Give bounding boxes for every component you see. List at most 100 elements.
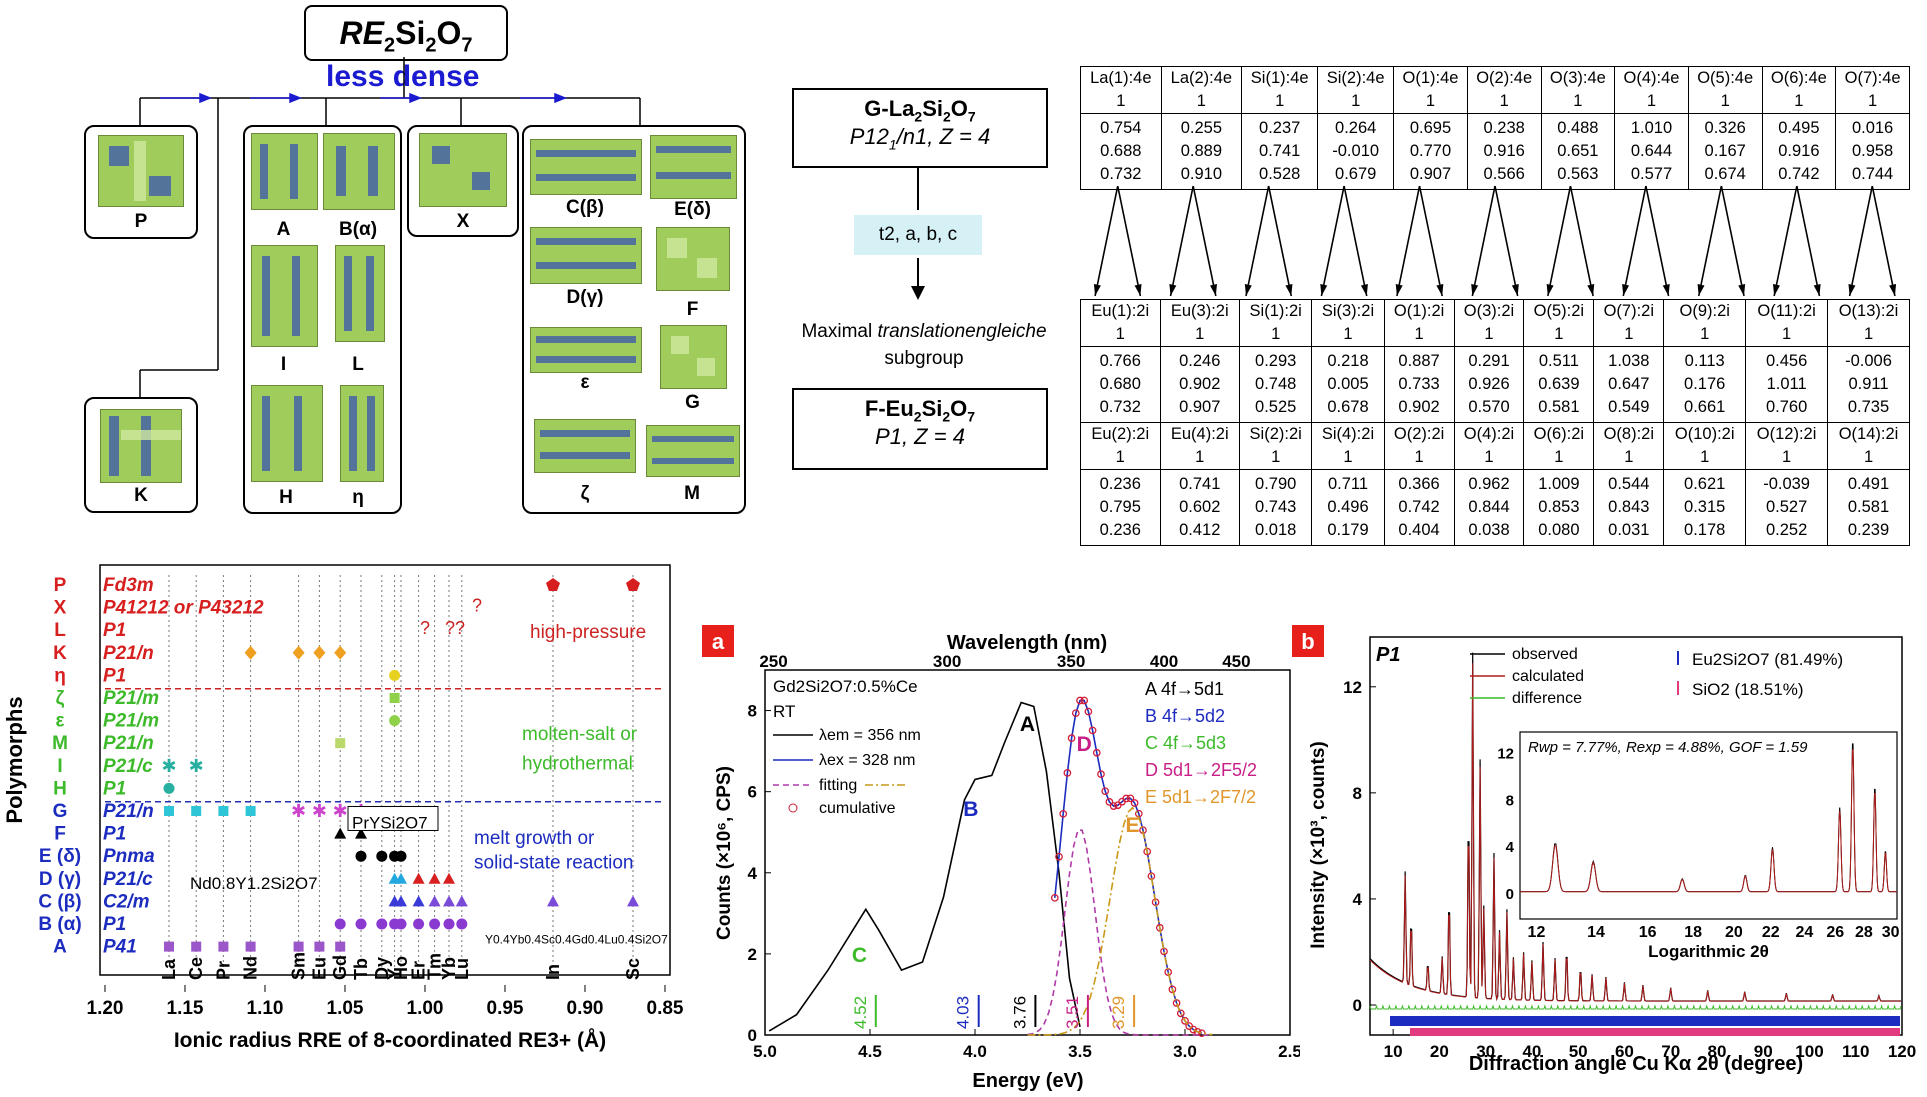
eu2si2o7-reflection-ticks [1390, 1016, 1900, 1026]
polymorph-code: G [53, 801, 68, 822]
split-arrow [1546, 185, 1595, 297]
cumulative-marker [1143, 847, 1152, 856]
g-phase-box: G-La2Si2O7 P121/n1, Z = 4 [792, 88, 1048, 168]
space-group-label: P21/n [103, 643, 154, 664]
polymorph-marker [313, 645, 326, 660]
inset-x-tick-label: 12 [1528, 924, 1546, 941]
wyckoff-header-cell: La(2):4e 1 [1160, 66, 1243, 114]
polymorph-marker [218, 941, 229, 952]
plot-frame [99, 564, 671, 976]
legend-label: difference [1512, 690, 1582, 707]
structure-label: B(α) [338, 219, 378, 240]
structure-image-zeta [534, 419, 636, 473]
pryso-box [347, 805, 439, 831]
inset-y-tick-label: 4 [1506, 839, 1515, 856]
x-tick-label: 10 [1384, 1042, 1403, 1061]
polymorph-marker [455, 895, 468, 907]
sample-label: Gd2Si2O7:0.5%Ce [773, 677, 918, 696]
coordinate-cell: 1.009 0.853 0.080 [1523, 469, 1595, 546]
y-axis-label: Counts (×10⁶, CPS) [714, 766, 735, 940]
polymorph-marker [293, 941, 304, 952]
wyckoff-header-cell: O(10):2i 1 [1663, 422, 1747, 470]
split-arrow [1093, 185, 1142, 297]
structure-box-middle: A B(α) I L H η [243, 125, 402, 514]
structure-image-c [530, 139, 642, 195]
polymorph-marker [163, 782, 175, 794]
molten-salt-label: molten-salt or [522, 724, 638, 745]
space-group-label: P1 [103, 914, 126, 935]
wyckoff-header-cell: Si(4):2i 1 [1311, 422, 1385, 470]
polymorph-marker: ✱ [291, 801, 306, 821]
polymorph-marker [443, 872, 455, 884]
element-label: Eu [309, 957, 329, 980]
assignment-label: A 4f→5d1 [1145, 679, 1224, 699]
split-arrow [1773, 185, 1821, 297]
polymorph-marker: ✱ [333, 801, 348, 821]
polymorph-code: C (β) [38, 891, 81, 912]
top-tick-label: 250 [759, 652, 787, 671]
x-tick-label: 40 [1522, 1042, 1541, 1061]
structure-box-x: X [407, 125, 519, 237]
relation-label: t2, a, b, c [854, 215, 982, 255]
wyckoff-header-cell: Eu(4):2i 1 [1159, 422, 1241, 470]
assignment-label: D 5d1→2F5/2 [1145, 760, 1257, 780]
space-group-label: P1 [103, 665, 126, 686]
wyckoff-header-cell: Eu(1):2i 1 [1080, 299, 1161, 347]
wyckoff-header-cell: O(4):4e 1 [1614, 66, 1689, 114]
structure-image-f [656, 227, 730, 291]
polymorph-marker [334, 645, 347, 660]
structure-label: I [280, 354, 287, 375]
coordinate-cell: 0.264 -0.010 0.679 [1317, 113, 1395, 190]
structure-label: P [134, 211, 148, 232]
polymorph-marker [314, 941, 325, 952]
coordinate-cell: 1.010 0.644 0.577 [1614, 113, 1689, 190]
peak-label: A [1020, 713, 1035, 736]
polymorph-code: M [52, 733, 68, 754]
structure-image-a [251, 133, 318, 210]
polymorph-marker [626, 578, 640, 591]
element-label: Dy [372, 957, 392, 980]
wyckoff-header-cell: O(7):2i 1 [1593, 299, 1665, 347]
melt-growth-label: melt growth or [474, 828, 595, 849]
fit-d-curve [1027, 829, 1213, 1036]
difference-curve [1369, 1004, 1902, 1010]
coordinate-cell: 0.255 0.889 0.910 [1160, 113, 1243, 190]
top-axis-label: Wavelength (nm) [947, 632, 1107, 654]
inset-x-tick-label: 14 [1587, 924, 1605, 941]
x-tick-label: 1.20 [87, 998, 124, 1019]
peak-value: 3.29 [1109, 996, 1128, 1029]
structure-label: H [279, 487, 293, 508]
cumulative-marker [1189, 1025, 1198, 1034]
inset-y-tick-label: 12 [1497, 746, 1514, 763]
y-tick-label: 12 [1343, 678, 1362, 697]
cumulative-marker [1176, 1009, 1185, 1018]
cumulative-marker [1088, 726, 1097, 735]
f-phase-box: F-Eu2Si2O7 P1, Z = 4 [792, 388, 1048, 470]
element-label: Sc [623, 958, 643, 980]
ndyso-label: Nd0.8Y1.2Si2O7 [190, 874, 318, 893]
x-tick-label: 1.10 [247, 998, 284, 1019]
space-group-label: Pnma [103, 846, 155, 867]
x-tick-label: 120 [1888, 1042, 1916, 1061]
wyckoff-header-cell: O(6):2i 1 [1523, 422, 1595, 470]
element-label: Tb [351, 958, 371, 980]
coordinate-cell: 0.236 0.795 0.236 [1080, 469, 1161, 546]
x-tick-label: 1.15 [167, 998, 204, 1019]
polymorph-marker [395, 895, 407, 907]
wyckoff-header-cell: O(7):4e 1 [1835, 66, 1910, 114]
x-tick-label: 20 [1430, 1042, 1449, 1061]
polymorph-code: X [54, 598, 67, 619]
wyckoff-header-cell: O(14):2i 1 [1827, 422, 1910, 470]
coordinate-cell: 0.326 0.167 0.674 [1687, 113, 1763, 190]
cumulative-marker [1059, 809, 1068, 818]
wyckoff-header-cell: O(11):2i 1 [1745, 299, 1829, 347]
y-tick-label: 6 [748, 783, 757, 802]
split-arrow [1471, 185, 1519, 297]
wyckoff-header-cell: O(4):2i 1 [1453, 422, 1525, 470]
coordinate-cell: 0.695 0.770 0.907 [1393, 113, 1468, 190]
x-tick-label: 5.0 [753, 1042, 777, 1061]
calculated-curve [1369, 663, 1902, 1002]
polymorph-marker [627, 895, 639, 907]
plot-frame [764, 669, 1291, 1036]
panel-badge-label: b [1301, 629, 1314, 654]
